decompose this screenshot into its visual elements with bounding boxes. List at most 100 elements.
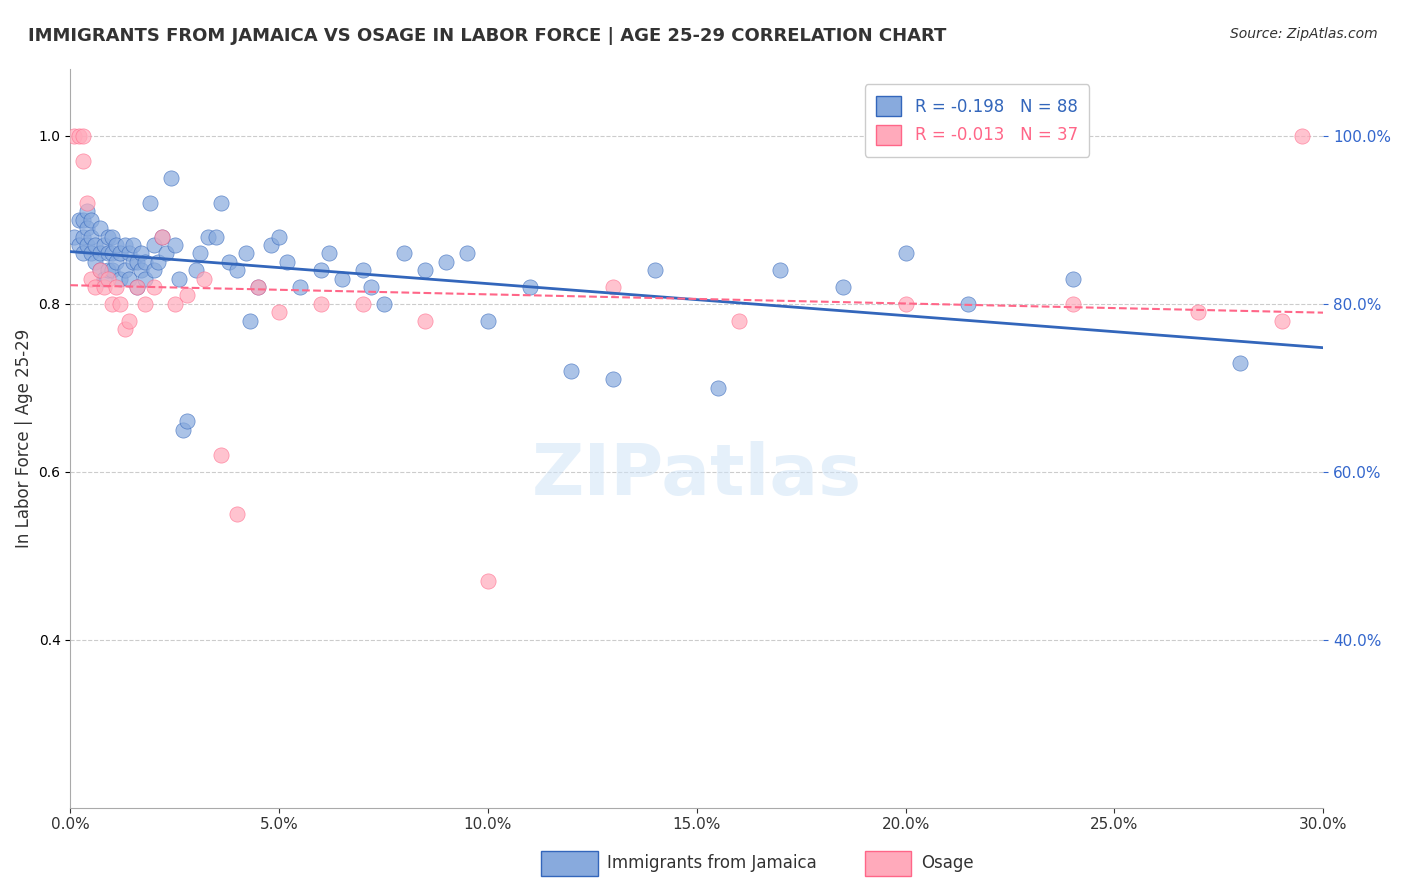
Bar (541, 851, 598, 876)
Point (142, 280, 165, 294)
Point (127, 254, 149, 268)
Point (105, 254, 128, 268)
Point (1062, 296, 1084, 310)
Text: Osage: Osage (921, 855, 973, 872)
Point (602, 372, 624, 386)
Point (239, 313, 262, 327)
Point (184, 263, 207, 277)
Point (276, 254, 298, 268)
Point (318, 246, 340, 260)
Point (247, 280, 270, 294)
Point (1187, 305, 1209, 319)
Text: Immigrants from Jamaica: Immigrants from Jamaica (607, 855, 817, 872)
Legend: R = -0.198   N = 88, R = -0.013   N = 37: R = -0.198 N = 88, R = -0.013 N = 37 (865, 84, 1090, 157)
Point (209, 448, 232, 462)
Point (76, 204, 98, 219)
Point (159, 170, 181, 185)
Point (193, 271, 215, 285)
Point (894, 246, 917, 260)
Point (360, 280, 382, 294)
Point (80, 246, 103, 260)
Point (118, 313, 141, 327)
Point (89, 263, 111, 277)
Point (519, 280, 541, 294)
Point (80, 212, 103, 227)
Point (309, 263, 332, 277)
Point (456, 246, 478, 260)
Point (352, 263, 374, 277)
Point (260, 238, 283, 252)
Point (63, 229, 86, 244)
Point (602, 280, 624, 294)
Point (373, 296, 395, 310)
Point (394, 246, 416, 260)
Point (72, 246, 94, 260)
Text: ZIPatlas: ZIPatlas (531, 441, 862, 509)
Point (352, 296, 374, 310)
Point (97, 246, 120, 260)
Point (894, 296, 917, 310)
Point (163, 296, 186, 310)
Point (129, 246, 152, 260)
Point (93, 238, 115, 252)
Point (247, 280, 270, 294)
Point (127, 280, 149, 294)
Point (89, 221, 111, 235)
Point (176, 414, 198, 428)
Point (269, 305, 291, 319)
Point (176, 288, 198, 302)
Y-axis label: In Labor Force | Age 25-29: In Labor Force | Age 25-29 (15, 328, 32, 548)
Point (101, 229, 124, 244)
Point (84, 238, 107, 252)
Point (114, 322, 136, 336)
Point (434, 254, 457, 268)
Point (197, 229, 219, 244)
Point (72, 212, 94, 227)
Point (142, 263, 165, 277)
Point (114, 238, 136, 252)
Point (129, 263, 152, 277)
Point (163, 238, 186, 252)
Text: Source: ZipAtlas.com: Source: ZipAtlas.com (1230, 27, 1378, 41)
Point (167, 271, 190, 285)
Point (72, 229, 94, 244)
Point (155, 246, 177, 260)
Point (188, 246, 211, 260)
Point (97, 271, 120, 285)
Point (477, 574, 499, 588)
Point (67, 212, 90, 227)
Point (105, 280, 128, 294)
Point (105, 238, 128, 252)
Point (101, 246, 124, 260)
Point (134, 271, 156, 285)
Point (127, 280, 149, 294)
Point (84, 280, 107, 294)
Point (477, 313, 499, 327)
Point (172, 423, 194, 437)
Point (67, 238, 90, 252)
Point (1229, 355, 1251, 369)
Point (63, 128, 86, 143)
Point (413, 263, 436, 277)
Point (118, 271, 141, 285)
Bar (865, 851, 911, 876)
Point (114, 263, 136, 277)
Point (84, 254, 107, 268)
Point (727, 313, 749, 327)
Point (89, 263, 111, 277)
Point (560, 364, 582, 378)
Text: IMMIGRANTS FROM JAMAICA VS OSAGE IN LABOR FORCE | AGE 25-29 CORRELATION CHART: IMMIGRANTS FROM JAMAICA VS OSAGE IN LABO… (28, 27, 946, 45)
Point (330, 271, 353, 285)
Point (101, 296, 124, 310)
Point (309, 296, 332, 310)
Point (76, 195, 98, 210)
Point (209, 195, 232, 210)
Point (110, 246, 132, 260)
Point (769, 263, 792, 277)
Point (226, 263, 249, 277)
Point (706, 381, 728, 395)
Point (413, 313, 436, 327)
Point (93, 271, 115, 285)
Point (1062, 271, 1084, 285)
Point (235, 246, 257, 260)
